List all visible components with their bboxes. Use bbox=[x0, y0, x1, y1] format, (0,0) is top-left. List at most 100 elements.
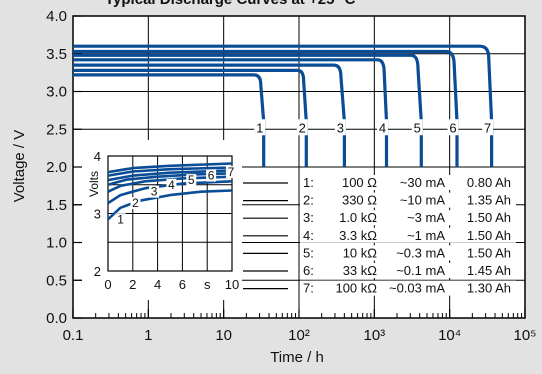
legend-number: 2: bbox=[303, 193, 314, 208]
legend-current: ~3 mA bbox=[407, 210, 445, 225]
legend-capacity: 1.35 Ah bbox=[467, 193, 511, 208]
series-line bbox=[73, 44, 494, 167]
inset-series-line bbox=[107, 166, 233, 177]
curve-label: 2 bbox=[299, 120, 306, 135]
legend-current: ~1 mA bbox=[407, 228, 445, 243]
legend-row-bg bbox=[300, 175, 516, 190]
series-line bbox=[73, 58, 389, 167]
legend-capacity: 1.45 Ah bbox=[467, 263, 511, 278]
series-group: 1 2 3 4 5 6 7 bbox=[73, 44, 494, 167]
legend-row-bg bbox=[300, 263, 516, 278]
curve-label: 6 bbox=[449, 120, 456, 135]
legend-load: 33 kΩ bbox=[343, 263, 378, 278]
series-line bbox=[73, 49, 459, 167]
legend-load: 3.3 kΩ bbox=[339, 228, 377, 243]
curve-label-bg bbox=[254, 119, 266, 136]
curve-label: 1 bbox=[256, 120, 263, 135]
legend-row-bg bbox=[300, 245, 516, 261]
legend-load: 100 kΩ bbox=[335, 281, 377, 296]
inset-y-label: Volts bbox=[87, 171, 101, 197]
y-tick-label: 0.5 bbox=[46, 272, 67, 289]
inset-curve-label: 6 bbox=[208, 169, 215, 183]
legend-number: 5: bbox=[303, 245, 314, 260]
legend-load: 330 Ω bbox=[342, 193, 377, 208]
legend-current: ~0.03 mA bbox=[389, 281, 445, 296]
series-line bbox=[73, 73, 266, 167]
x-tick-label: 0.1 bbox=[63, 327, 84, 344]
y-tick-label: 1.0 bbox=[46, 235, 67, 252]
y-tick-label: 0.0 bbox=[46, 310, 67, 327]
inset-curve-label: 1 bbox=[117, 212, 124, 226]
legend-number: 4: bbox=[303, 228, 314, 243]
inset-curve-label-bg bbox=[130, 197, 141, 210]
legend-load: 1.0 kΩ bbox=[339, 210, 377, 225]
legend: 1: 100 Ω ~30 mA 0.80 Ah 2: 330 Ω ~10 mA 1.35 Ah… bbox=[243, 175, 516, 296]
x-tick-label: 10³ bbox=[363, 327, 385, 344]
inset-x-tick-label: 4 bbox=[154, 277, 161, 292]
legend-capacity: 1.50 Ah bbox=[467, 245, 511, 260]
series-line bbox=[73, 63, 346, 167]
inset-y-tick-label: 2 bbox=[94, 264, 101, 279]
y-axis-label: Voltage / V bbox=[11, 130, 28, 203]
legend-row-bg bbox=[300, 210, 516, 226]
legend-capacity: 1.50 Ah bbox=[467, 228, 511, 243]
curve-label: 4 bbox=[379, 120, 386, 135]
x-tick-label: 10⁵ bbox=[514, 327, 537, 344]
legend-capacity: 1.50 Ah bbox=[467, 210, 511, 225]
legend-capacity: 1.30 Ah bbox=[467, 281, 511, 296]
curve-label-bg bbox=[296, 119, 308, 136]
y-tick-label: 1.5 bbox=[46, 197, 67, 214]
inset-curve-label: 5 bbox=[188, 173, 195, 187]
inset-curve-label-bg bbox=[186, 174, 197, 187]
x-tick-label: 10² bbox=[288, 327, 310, 344]
x-tick-label: 1 bbox=[144, 327, 152, 344]
inset-x-tick-label: s bbox=[204, 277, 211, 292]
legend-number: 7: bbox=[303, 281, 314, 296]
legend-capacity: 0.80 Ah bbox=[467, 175, 511, 190]
curve-label: 5 bbox=[414, 120, 421, 135]
inset-series-line bbox=[107, 175, 233, 193]
inset-curve-label: 7 bbox=[228, 165, 235, 179]
inset-series-line bbox=[107, 189, 233, 221]
inset-series-line bbox=[107, 169, 233, 182]
curve-label: 3 bbox=[337, 120, 344, 135]
inset-x-tick-label: 2 bbox=[129, 277, 136, 292]
curve-label-bg bbox=[411, 119, 423, 136]
legend-current: ~10 mA bbox=[400, 193, 445, 208]
y-tick-label: 4.0 bbox=[46, 8, 67, 25]
legend-row-bg bbox=[300, 227, 516, 243]
inset-curve-label-bg bbox=[206, 169, 217, 182]
y-tick-label: 3.5 bbox=[46, 46, 67, 63]
curve-label: 7 bbox=[484, 120, 491, 135]
series-line bbox=[73, 53, 423, 167]
legend-row-bg bbox=[300, 280, 516, 296]
x-axis-label: Time / h bbox=[270, 349, 324, 366]
curve-label-bg bbox=[447, 119, 459, 136]
inset-curve-label: 2 bbox=[132, 196, 139, 210]
legend-current: ~0.3 mA bbox=[396, 245, 445, 260]
inset-curve-label-bg bbox=[166, 178, 177, 191]
inset-x-tick-label: 6 bbox=[179, 277, 186, 292]
inset-x-tick-label: 10 bbox=[225, 277, 239, 292]
legend-current: ~0.1 mA bbox=[396, 263, 445, 278]
y-tick-label: 2.5 bbox=[46, 121, 67, 138]
inset-series-line bbox=[107, 162, 233, 174]
x-tick-label: 10⁴ bbox=[438, 327, 461, 344]
legend-load: 100 Ω bbox=[342, 175, 377, 190]
legend-row-bg bbox=[300, 192, 516, 208]
legend-number: 1: bbox=[303, 175, 314, 190]
inset-x-tick-label: 0 bbox=[104, 277, 111, 292]
legend-number: 3: bbox=[303, 210, 314, 225]
inset-y-tick-label: 3 bbox=[94, 207, 101, 222]
y-tick-label: 2.0 bbox=[46, 159, 67, 176]
y-tick-label: 3.0 bbox=[46, 84, 67, 101]
legend-current: ~30 mA bbox=[400, 175, 445, 190]
chart-title: Typical Discharge Curves at +25 °C bbox=[105, 0, 356, 8]
inset-curve-label-bg bbox=[225, 166, 236, 179]
inset-curve-label-bg bbox=[115, 213, 126, 226]
curve-label-bg bbox=[482, 119, 494, 136]
legend-load: 10 kΩ bbox=[343, 245, 378, 260]
